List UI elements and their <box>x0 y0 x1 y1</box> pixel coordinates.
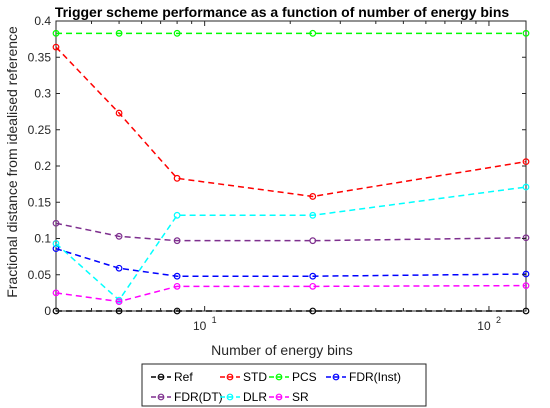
data-point <box>173 174 181 182</box>
x-axis-label: Number of energy bins <box>211 342 353 358</box>
y-axis-label: Fractional distance from idealised refer… <box>4 26 20 298</box>
series-fdr-inst <box>52 245 530 280</box>
data-point <box>52 219 60 227</box>
data-point <box>115 232 123 240</box>
data-point <box>173 282 181 290</box>
data-point <box>52 289 60 297</box>
series-line <box>55 186 527 302</box>
legend-swatch-marker <box>226 393 234 401</box>
legend-swatch-marker <box>275 393 283 401</box>
data-point <box>115 264 123 272</box>
plot-frame <box>55 20 527 312</box>
legend-item: SR <box>269 390 309 404</box>
data-point <box>115 29 123 37</box>
data-point <box>309 282 317 290</box>
data-point <box>173 272 181 280</box>
data-point <box>173 211 181 219</box>
series-line <box>55 222 527 242</box>
data-point <box>52 43 60 51</box>
legend-label: DLR <box>243 390 267 404</box>
data-point <box>52 240 60 247</box>
y-tick-label: 0.25 <box>28 123 52 137</box>
data-point <box>309 237 317 245</box>
data-point <box>309 272 317 280</box>
x-tick-exponent: 2 <box>496 315 501 325</box>
x-axis: 10 1 10 2 <box>55 21 501 333</box>
x-tick-label: 10 <box>477 319 491 333</box>
legend-swatch-marker <box>157 393 165 401</box>
legend-label: SR <box>292 390 309 404</box>
y-tick-label: 0.05 <box>28 268 52 282</box>
legend-label: Ref <box>174 370 193 384</box>
y-tick-label: 0.1 <box>34 232 51 246</box>
legend-swatch-marker <box>157 373 165 381</box>
legend-item: FDR(Inst) <box>326 370 401 384</box>
series-pcs <box>52 29 530 37</box>
series-std <box>52 43 530 200</box>
data-point <box>309 307 317 315</box>
data-point <box>309 29 317 37</box>
data-point <box>309 211 317 219</box>
data-point <box>522 183 530 191</box>
legend-box <box>141 363 427 407</box>
legend: Ref STD PCS FDR(Inst) FDR(DT) DLR SR <box>141 363 427 407</box>
legend-label: STD <box>243 370 267 384</box>
chart-title: Trigger scheme performance as a function… <box>55 4 510 20</box>
data-point <box>173 237 181 245</box>
y-tick-label: 0.3 <box>34 87 51 101</box>
data-point <box>522 282 530 290</box>
legend-item: Ref <box>151 370 193 384</box>
data-point <box>52 29 60 37</box>
data-point <box>522 270 530 278</box>
y-tick-label: 0.4 <box>34 14 51 28</box>
series-line <box>55 46 527 198</box>
legend-swatch-marker <box>226 373 234 381</box>
x-tick-label: 10 <box>193 319 207 333</box>
y-tick-label: 0.35 <box>28 50 52 64</box>
data-point <box>522 234 530 242</box>
y-tick-label: 0.15 <box>28 195 52 209</box>
legend-swatch-marker <box>275 373 283 381</box>
series-fdr-dt <box>52 219 530 245</box>
series-line <box>55 284 527 303</box>
legend-item: FDR(DT) <box>151 390 223 404</box>
y-axis: 0 0.05 0.1 0.15 0.2 0.25 0.3 0.35 0.4 <box>28 14 526 318</box>
series-sr <box>52 282 530 305</box>
y-tick-label: 0 <box>44 304 51 318</box>
data-point <box>173 29 181 37</box>
legend-swatch-marker <box>332 373 340 381</box>
legend-label: FDR(DT) <box>174 390 223 404</box>
legend-item: DLR <box>220 390 267 404</box>
legend-label: FDR(Inst) <box>349 370 401 384</box>
plot-area <box>52 20 530 315</box>
data-point <box>522 158 530 166</box>
data-point <box>115 109 123 117</box>
data-point <box>309 193 317 200</box>
legend-label: PCS <box>292 370 317 384</box>
y-tick-label: 0.2 <box>34 159 51 173</box>
data-point <box>522 29 530 37</box>
data-point <box>115 298 123 305</box>
series-line <box>55 247 527 277</box>
legend-item: PCS <box>269 370 317 384</box>
legend-item: STD <box>220 370 267 384</box>
x-tick-exponent: 1 <box>212 315 217 325</box>
